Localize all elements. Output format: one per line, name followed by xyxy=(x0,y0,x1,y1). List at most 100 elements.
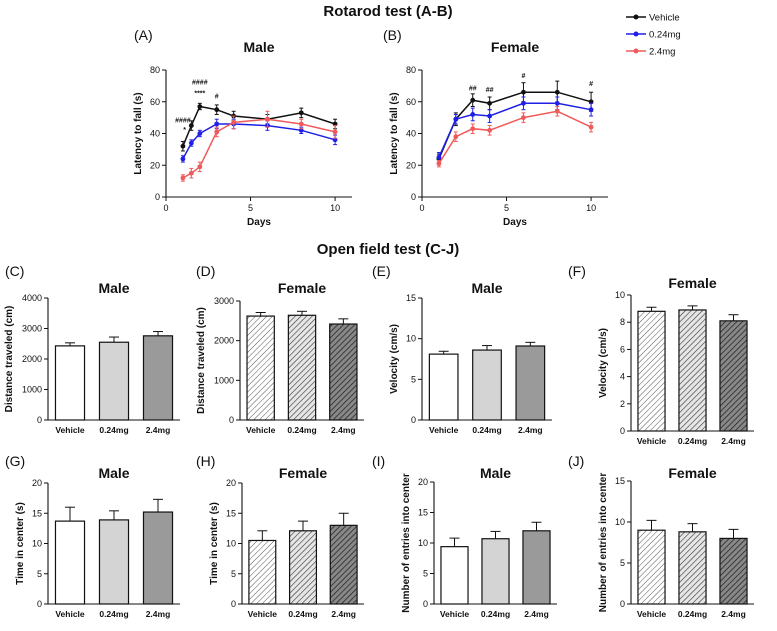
significance-marker: ## xyxy=(486,87,494,94)
panel-label: (I) xyxy=(372,453,385,469)
chart-title: Female xyxy=(278,280,326,296)
legend-label: Vehicle xyxy=(649,13,680,24)
legend-item: 0.24mg xyxy=(626,30,681,41)
bar xyxy=(515,345,546,421)
y-tick-label: 15 xyxy=(32,508,42,518)
data-point xyxy=(487,100,493,106)
panel-label: (E) xyxy=(372,263,391,279)
y-tick-label: 10 xyxy=(418,538,428,548)
data-point xyxy=(554,89,560,95)
panel-label: (D) xyxy=(196,263,215,279)
chart-title: Female xyxy=(668,465,716,481)
x-tick-label: Vehicle xyxy=(248,609,278,619)
data-point xyxy=(214,107,220,113)
chart-G: (G) Male 0 5 10 15 20 Time in center (s) Vehicle… xyxy=(5,453,180,619)
series-line xyxy=(438,110,592,165)
legend-marker xyxy=(633,31,639,37)
y-tick-label: 2000 xyxy=(22,354,42,364)
legend-label: 0.24mg xyxy=(649,30,681,41)
data-point xyxy=(487,113,493,119)
series-2-4mg xyxy=(436,106,594,168)
x-tick-label: 0.24mg xyxy=(678,436,707,446)
y-tick-label: 5 xyxy=(411,374,416,384)
y-tick-label: 10 xyxy=(32,539,42,549)
data-point xyxy=(188,140,194,146)
bar xyxy=(54,520,86,605)
data-point xyxy=(436,161,442,167)
section-title-rotarod: Rotarod test (A-B) xyxy=(323,3,452,20)
data-point xyxy=(265,116,270,122)
x-tick-label: 2.4mg xyxy=(331,425,356,435)
panel-label: (C) xyxy=(5,263,24,279)
bar xyxy=(329,323,358,421)
data-point xyxy=(188,170,194,176)
x-tick-label: 10 xyxy=(586,203,596,213)
x-tick-label: Vehicle xyxy=(55,425,85,435)
legend: Vehicle 0.24mg 2.4mg xyxy=(626,13,681,58)
chart-H: (H) Female 0 5 10 15 20 Time in center (s) Vehic… xyxy=(196,453,364,619)
x-tick-label: Vehicle xyxy=(246,425,276,435)
bar xyxy=(142,511,174,605)
y-tick-label: 3000 xyxy=(22,324,42,334)
data-point xyxy=(470,126,476,132)
data-point xyxy=(470,112,476,117)
significance-marker: # xyxy=(522,73,526,80)
x-tick-label: 2.4mg xyxy=(518,425,543,435)
x-tick-label: 2.4mg xyxy=(331,609,356,619)
bar xyxy=(719,537,748,605)
panel-label: (H) xyxy=(196,453,215,469)
y-axis-label: Latency to fall (s) xyxy=(389,92,400,174)
bar xyxy=(54,345,86,421)
chart-title: Female xyxy=(491,39,539,55)
data-point xyxy=(197,104,203,109)
y-tick-label: 20 xyxy=(418,477,428,487)
panel-label: (G) xyxy=(5,453,25,469)
chart-J: (J) Female 0 5 10 15 Number of entries into ce… xyxy=(568,453,754,619)
data-point xyxy=(487,127,493,133)
bar xyxy=(288,530,318,605)
series-vehicle xyxy=(436,80,594,165)
y-tick-label: 80 xyxy=(406,65,416,75)
legend-label: 2.4mg xyxy=(649,47,675,58)
y-tick-label: 5 xyxy=(231,569,236,579)
data-point xyxy=(197,164,203,170)
bar xyxy=(678,309,707,432)
y-axis-label: Distance traveled (cm) xyxy=(4,306,15,413)
bar xyxy=(428,353,459,421)
y-tick-label: 5 xyxy=(620,558,625,568)
data-point xyxy=(332,129,338,135)
bar xyxy=(522,530,551,605)
bar xyxy=(637,529,666,605)
bar xyxy=(98,519,130,605)
data-point xyxy=(214,121,220,127)
x-tick-label: 2.4mg xyxy=(721,609,746,619)
series-2-4mg xyxy=(180,110,338,182)
panel-label: (B) xyxy=(383,27,402,43)
significance-marker: ## xyxy=(469,86,477,93)
chart-title: Male xyxy=(98,465,129,481)
data-point xyxy=(554,100,560,106)
x-tick-label: 0.24mg xyxy=(99,425,128,435)
x-tick-label: 2.4mg xyxy=(146,609,171,619)
x-tick-label: Vehicle xyxy=(637,609,667,619)
bar xyxy=(287,314,317,421)
data-point xyxy=(180,156,186,162)
y-tick-label: 0 xyxy=(37,415,42,425)
data-point xyxy=(180,175,186,181)
bar xyxy=(472,349,502,421)
chart-title: Male xyxy=(98,280,129,296)
chart-A: (A) Male 0 20 40 60 80 Latency to fall (s) 0 5 10 D… xyxy=(133,27,352,228)
y-tick-label: 40 xyxy=(150,129,160,139)
data-point xyxy=(214,129,220,135)
significance-marker: **** xyxy=(194,90,205,97)
chart-B: (B) Female 0 20 40 60 80 Latency to fall (s) 0 5 1… xyxy=(383,27,608,228)
significance-marker: #### xyxy=(192,79,208,86)
data-point xyxy=(470,97,476,103)
chart-title: Female xyxy=(668,275,716,291)
data-point xyxy=(453,134,459,140)
y-tick-label: 20 xyxy=(150,160,160,170)
x-tick-label: 5 xyxy=(248,203,253,213)
data-point xyxy=(521,100,526,106)
